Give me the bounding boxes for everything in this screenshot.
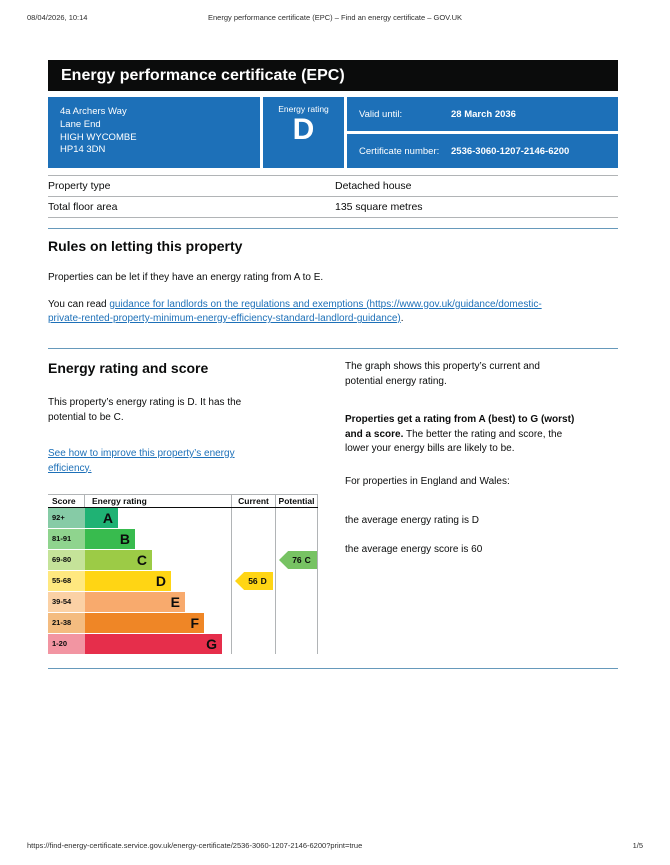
address-line: HP14 3DN xyxy=(60,144,106,156)
rating-bands: 92+ A 81-91 B 69-80 C 55-68 xyxy=(48,508,231,655)
energy-rating-label: Energy rating xyxy=(278,104,329,114)
rating-heading: Energy rating and score xyxy=(48,360,209,376)
valid-until-value: 28 March 2036 xyxy=(451,108,516,120)
potential-rating-arrow: 76 C xyxy=(279,551,317,569)
score-cell: 69-80 xyxy=(48,550,85,570)
potential-band: C xyxy=(304,555,311,565)
rating-bar: D xyxy=(85,571,171,591)
current-band: D xyxy=(260,576,267,586)
rating-bar: F xyxy=(85,613,204,633)
rating-explanation: Properties get a rating from A (best) to… xyxy=(345,413,618,457)
page-number: 1/5 xyxy=(632,841,643,850)
print-page-title: Energy performance certificate (EPC) – F… xyxy=(207,13,462,22)
epc-band-row-c: 69-80 C xyxy=(48,550,231,570)
section-divider xyxy=(48,348,618,349)
row-label: Property type xyxy=(48,180,111,192)
chart-header: Score Energy rating Current Potential xyxy=(48,494,318,508)
property-details-table: Property type Detached house Total floor… xyxy=(48,175,618,218)
certificate-number-label: Certificate number: xyxy=(359,145,440,157)
certificate-number-value: 2536-3060-1207-2146-6200 xyxy=(451,145,570,157)
guidance-text-prefix: You can read xyxy=(48,298,110,310)
guidance-text-suffix: . xyxy=(400,313,404,324)
rating-bar: B xyxy=(85,529,135,549)
epc-band-row-g: 1-20 G xyxy=(48,634,231,654)
potential-column-header: Potential xyxy=(275,495,318,507)
letting-paragraph: Properties can be let if they have an en… xyxy=(48,272,324,283)
address-line: Lane End xyxy=(60,118,101,130)
national-averages: the average energy rating is D the avera… xyxy=(345,499,618,572)
england-wales-intro: For properties in England and Wales: xyxy=(345,475,510,487)
epc-band-row-b: 81-91 B xyxy=(48,529,231,549)
improve-efficiency-link[interactable]: See how to improve this property’s energ… xyxy=(48,448,235,474)
valid-until-row: Valid until: 28 March 2036 xyxy=(347,97,618,131)
average-rating-line: the average energy rating is D xyxy=(345,514,479,526)
epc-rating-chart: Score Energy rating Current Potential 92… xyxy=(48,494,318,655)
rating-left-column: Energy rating and score This property’s … xyxy=(48,360,318,655)
row-value: 135 square metres xyxy=(335,201,423,213)
rating-bar: A xyxy=(85,508,118,528)
chart-body: 92+ A 81-91 B 69-80 C 55-68 xyxy=(48,508,318,655)
print-datetime: 08/04/2026, 10:14 xyxy=(27,13,88,22)
epc-band-row-a: 92+ A xyxy=(48,508,231,528)
address-line: HIGH WYCOMBE xyxy=(60,131,137,143)
energy-rating-column-header: Energy rating xyxy=(92,496,147,506)
rating-explanation-rest: The better the rating and score, the low… xyxy=(345,428,563,455)
rating-bar: C xyxy=(85,550,152,570)
table-row: Total floor area 135 square metres xyxy=(48,196,618,217)
score-cell: 1-20 xyxy=(48,634,85,654)
property-address: 4a Archers Way Lane End HIGH WYCOMBE HP1… xyxy=(48,97,260,168)
graph-description: The graph shows this property’s current … xyxy=(345,361,540,387)
rating-bar: G xyxy=(85,634,222,654)
score-cell: 92+ xyxy=(48,508,85,528)
potential-column: 76 C xyxy=(275,508,318,654)
energy-rating-box: Energy rating D xyxy=(263,97,344,168)
certificate-number-row: Certificate number: 2536-3060-1207-2146-… xyxy=(347,134,618,168)
certificate-details: Valid until: 28 March 2036 Certificate n… xyxy=(347,97,618,168)
browser-print-header: 08/04/2026, 10:14 Energy performance cer… xyxy=(27,13,643,22)
current-column: 56 D xyxy=(231,508,275,654)
letting-rules-section: Rules on letting this property Propertie… xyxy=(48,238,622,327)
valid-until-label: Valid until: xyxy=(359,108,403,120)
section-divider xyxy=(48,668,618,669)
potential-score: 76 xyxy=(292,555,302,565)
current-column-header: Current xyxy=(231,495,275,507)
row-value: Detached house xyxy=(335,180,412,192)
letting-heading: Rules on letting this property xyxy=(48,238,243,254)
rating-right-column: The graph shows this property’s current … xyxy=(345,360,618,572)
address-line: 4a Archers Way xyxy=(60,106,127,117)
landlord-guidance-link[interactable]: guidance for landlords on the regulation… xyxy=(48,298,542,325)
average-score-line: the average energy score is 60 xyxy=(345,543,483,555)
score-cell: 21-38 xyxy=(48,613,85,633)
current-rating-arrow: 56 D xyxy=(235,572,273,590)
certificate-banner: Energy performance certificate (EPC) xyxy=(48,60,618,91)
browser-print-footer: https://find-energy-certificate.service.… xyxy=(27,841,643,850)
rating-and-score-section: Energy rating and score This property’s … xyxy=(48,360,618,660)
table-row: Property type Detached house xyxy=(48,175,618,196)
rating-summary-paragraph: This property’s energy rating is D. It h… xyxy=(48,397,242,423)
section-divider xyxy=(48,228,618,229)
rating-explanation-bold: Properties get a rating from A (best) to… xyxy=(345,414,575,440)
letting-guidance-paragraph: You can read guidance for landlords on t… xyxy=(48,298,622,327)
score-cell: 39-54 xyxy=(48,592,85,612)
banner-title: Energy performance certificate (EPC) xyxy=(61,67,345,84)
improve-paragraph: See how to improve this property’s energ… xyxy=(48,447,318,476)
epc-band-row-e: 39-54 E xyxy=(48,592,231,612)
current-score: 56 xyxy=(248,576,258,586)
score-cell: 55-68 xyxy=(48,571,85,591)
footer-url: https://find-energy-certificate.service.… xyxy=(27,841,363,850)
score-column-header: Score xyxy=(48,495,85,507)
epc-band-row-d: 55-68 D xyxy=(48,571,231,591)
epc-band-row-f: 21-38 F xyxy=(48,613,231,633)
row-label: Total floor area xyxy=(48,201,118,213)
score-cell: 81-91 xyxy=(48,529,85,549)
energy-rating-value: D xyxy=(292,113,315,146)
summary-panel: 4a Archers Way Lane End HIGH WYCOMBE HP1… xyxy=(48,97,618,168)
rating-bar: E xyxy=(85,592,185,612)
